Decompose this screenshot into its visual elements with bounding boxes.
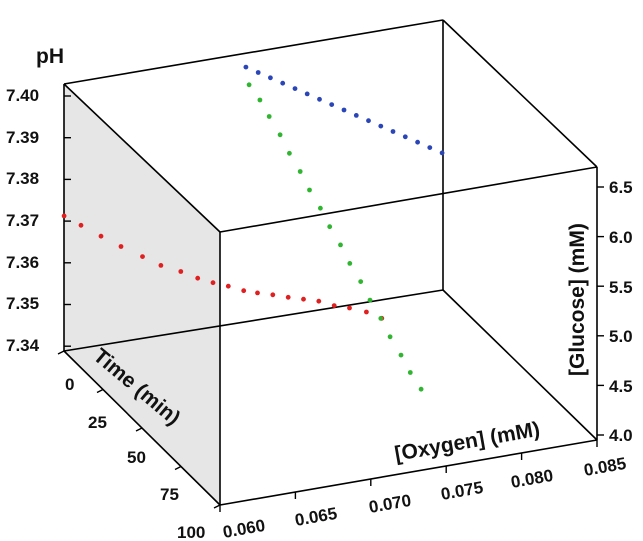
time-tick-label: 100 [177, 523, 205, 541]
ph-tick-label: 7.35 [6, 294, 39, 313]
glucose-tick-label: 4.0 [609, 426, 633, 445]
time-tick-label: 75 [160, 485, 179, 504]
data-point-series-2 [398, 352, 404, 358]
data-point-series-1 [195, 275, 201, 281]
data-point-series-1 [61, 213, 67, 219]
data-point-series-3 [415, 139, 420, 145]
data-point-series-1 [364, 309, 369, 315]
ph-tick-label: 7.40 [6, 86, 39, 105]
data-point-series-1 [301, 296, 306, 302]
data-points [61, 64, 445, 392]
data-point-series-3 [427, 145, 433, 151]
data-point-series-2 [347, 261, 353, 266]
oxygen-tick-label: 0.060 [221, 516, 266, 541]
time-tick-label: 50 [127, 448, 146, 467]
data-point-series-3 [292, 86, 298, 91]
time-tick-mark [135, 427, 143, 432]
ph-tick-label: 7.34 [6, 336, 40, 355]
data-point-series-3 [280, 80, 286, 86]
data-point-series-1 [255, 290, 260, 296]
data-point-series-2 [277, 132, 283, 138]
oxygen-tick-label: 0.070 [367, 491, 412, 517]
time-tick-mark [213, 504, 221, 509]
data-point-series-1 [285, 294, 291, 300]
data-point-series-3 [255, 70, 261, 75]
oxygen-tick-label: 0.080 [509, 466, 554, 492]
data-point-series-3 [390, 129, 396, 134]
data-point-series-2 [318, 205, 323, 211]
data-point-series-3 [268, 75, 273, 81]
oxygen-tick-label: 0.075 [439, 478, 484, 504]
data-point-series-3 [243, 64, 249, 70]
time-tick-mark [174, 465, 182, 471]
data-point-series-2 [407, 370, 413, 375]
data-point-series-3 [341, 107, 347, 113]
ph-tick-label: 7.38 [6, 169, 39, 188]
time-tick-label: 25 [88, 413, 107, 432]
glucose-tick-label: 5.0 [609, 327, 633, 346]
glucose-tick-label: 6.5 [609, 178, 633, 197]
time-tick-label: 0 [65, 375, 74, 394]
tick-marks [57, 95, 604, 512]
data-point-series-2 [297, 169, 303, 174]
data-point-series-2 [257, 97, 263, 103]
data-point-series-2 [387, 334, 393, 340]
ph-tick-label: 7.37 [6, 211, 39, 230]
glucose-axis-title: [Glucose] (mM) [566, 223, 589, 376]
data-point-series-1 [78, 222, 84, 228]
data-point-series-2 [307, 187, 312, 193]
data-point-series-1 [241, 288, 247, 294]
back-wall-panel [64, 84, 220, 505]
data-point-series-2 [338, 242, 343, 248]
data-point-series-3 [304, 91, 310, 97]
ph-axis-title: pH [36, 45, 64, 68]
glucose-tick-label: 4.5 [609, 377, 633, 396]
data-point-series-1 [270, 292, 276, 298]
time-tick-mark [96, 388, 104, 394]
glucose-tick-label: 6.0 [609, 228, 633, 247]
data-point-series-3 [353, 113, 359, 118]
oxygen-tick-label: 0.065 [293, 504, 338, 530]
data-point-series-3 [317, 96, 322, 102]
data-point-series-1 [210, 280, 216, 286]
data-point-series-2 [358, 279, 364, 284]
oxygen-axis-title: [Oxygen] (mM) [393, 418, 542, 466]
data-point-series-3 [439, 150, 445, 156]
data-point-series-1 [331, 303, 337, 308]
data-point-series-2 [378, 316, 384, 321]
data-point-series-2 [246, 82, 252, 88]
data-point-series-2 [327, 224, 333, 230]
data-point-series-1 [347, 305, 352, 311]
data-point-series-1 [178, 269, 184, 274]
ph-tick-label: 7.36 [6, 253, 39, 272]
data-point-series-1 [158, 263, 164, 268]
data-point-series-2 [287, 150, 292, 156]
data-point-series-1 [140, 254, 145, 259]
data-point-series-1 [118, 244, 124, 249]
data-point-series-1 [225, 283, 231, 289]
ph-tick-label: 7.39 [6, 128, 39, 147]
data-point-series-2 [367, 297, 373, 303]
data-point-series-1 [316, 298, 322, 304]
data-point-series-3 [329, 102, 335, 107]
data-point-series-1 [98, 233, 104, 239]
data-point-series-2 [418, 386, 424, 392]
data-point-series-2 [266, 114, 272, 119]
time-tick-mark [57, 350, 65, 355]
data-point-series-3 [366, 118, 371, 124]
oxygen-tick-label: 0.085 [582, 454, 627, 480]
data-point-series-3 [402, 134, 408, 140]
glucose-tick-label: 5.5 [609, 278, 633, 297]
data-point-series-3 [378, 123, 384, 129]
